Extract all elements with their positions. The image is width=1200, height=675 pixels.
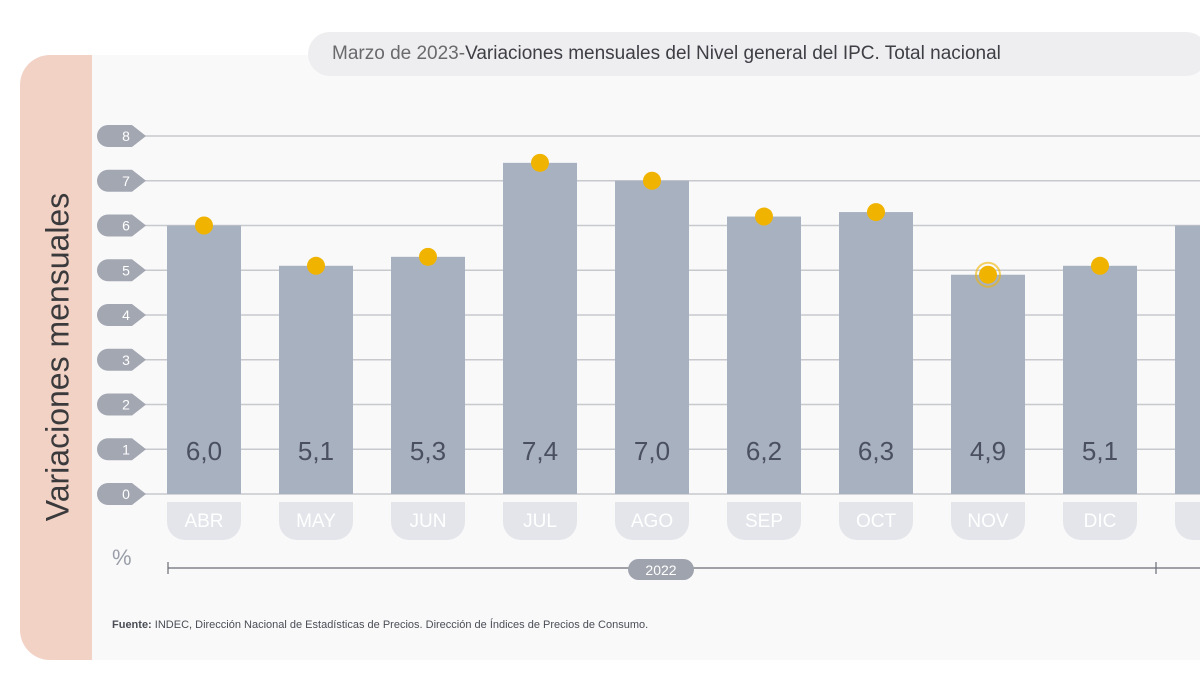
y-tick-pill [97,259,146,282]
year-label: 2022 [645,562,676,578]
y-tick-pill [97,169,146,192]
y-tick-pill [97,483,146,505]
data-point-dot [307,256,325,275]
y-tick-label: 0 [122,486,130,502]
bar [615,180,689,494]
data-label: 5,3 [410,436,446,466]
data-label: 4,9 [970,436,1006,466]
category-label: MAY [296,511,336,532]
y-tick-label: 6 [122,218,130,234]
bar [727,216,801,495]
data-point-ring [975,261,1001,288]
y-tick-label: 2 [122,397,130,413]
y-tick-label: 7 [122,173,130,189]
y-tick-label: 1 [122,441,130,457]
data-point-dot [867,203,885,222]
data-label: 7,4 [522,436,558,466]
data-label: 6,0 [186,436,222,466]
category-pill [1175,502,1200,540]
category-label: AGO [631,511,673,532]
y-tick-label: 4 [122,307,130,323]
category-label: JUN [410,511,447,532]
y-tick-pill [97,438,146,461]
y-tick-pill [97,214,146,237]
source-label: Fuente: [112,619,152,631]
category-pill [279,502,353,540]
bar [279,265,353,494]
category-pill [391,502,465,540]
category-pill [727,502,801,540]
data-label: 7,0 [634,436,670,466]
category-pill [167,502,241,540]
y-tick-label: 3 [122,352,130,368]
bar [1175,225,1200,494]
category-label: DIC [1084,511,1117,532]
category-pill [839,502,913,540]
category-label: OCT [856,511,897,532]
year-pill [628,559,694,580]
bar [839,212,913,494]
data-label: 5,1 [298,436,334,466]
bar [503,162,577,494]
category-pill [1063,502,1137,540]
data-point-dot [195,216,213,235]
title-text: Variaciones mensuales del Nivel general … [465,43,1001,64]
category-label: NOV [967,511,1009,532]
y-tick-label: 5 [122,262,130,278]
bar [167,225,241,494]
category-pill [951,502,1025,540]
data-point-dot [755,207,773,226]
y-tick-pill [97,348,146,371]
title-separator: - [458,43,466,64]
data-point-dot [419,247,437,266]
title-date: Marzo de 2023 [332,43,459,64]
bar [1063,265,1137,494]
source-text: INDEC, Dirección Nacional de Estadística… [151,619,649,631]
bar [391,256,465,494]
y-unit-label: % [112,545,132,570]
category-pill [503,502,577,540]
category-pill [615,502,689,540]
source-note: Fuente: INDEC, Dirección Nacional de Est… [112,619,648,631]
bar [951,274,1025,494]
category-label: JUL [523,511,557,532]
data-point-dot [1091,256,1109,275]
category-label: ABR [184,511,223,532]
y-tick-label: 8 [122,128,130,144]
y-tick-pill [97,304,146,326]
category-label: SEP [745,511,783,532]
data-label: 5,1 [1082,436,1118,466]
data-label: 6,3 [858,436,894,466]
data-point-dot [531,153,549,172]
data-label: 6,2 [746,436,782,466]
chart-title: Marzo de 2023 - Variaciones mensuales de… [308,32,1200,76]
data-point-dot [979,265,997,284]
y-tick-pill [97,393,146,416]
y-tick-pill [97,125,146,147]
data-point-dot [643,171,661,190]
